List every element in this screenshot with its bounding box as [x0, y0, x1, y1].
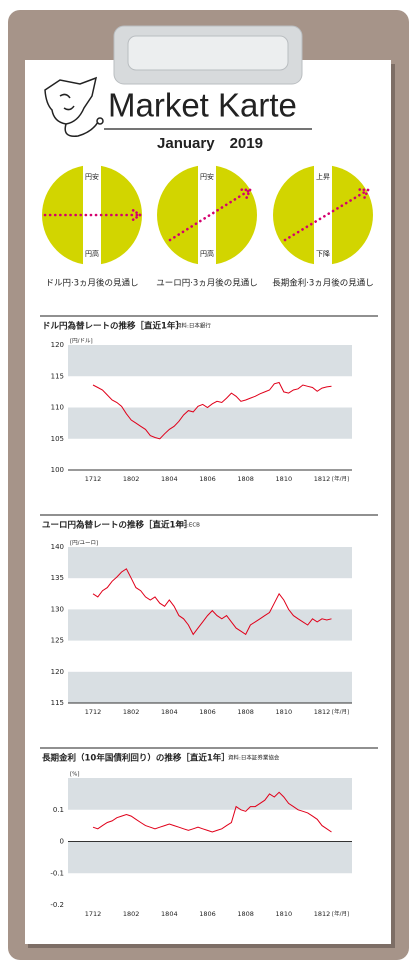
outlook-top: 上昇	[316, 172, 330, 181]
chart-source: 資料:日本銀行	[176, 322, 211, 330]
y-tick-label: 100	[51, 466, 64, 474]
grid-band	[68, 408, 352, 439]
grid-band	[68, 778, 352, 810]
y-tick-label: 125	[51, 637, 64, 645]
x-tick-label: 1712	[85, 708, 102, 716]
outlook-bottom: 下降	[316, 249, 330, 258]
outlook-top: 円安	[200, 172, 214, 181]
x-tick-label: 1810	[276, 708, 293, 716]
grid-band	[68, 345, 352, 376]
x-tick-label: 1802	[123, 475, 140, 483]
y-tick-label: 140	[51, 543, 64, 551]
y-tick-label: 105	[51, 435, 64, 443]
y-unit: [円/ドル]	[70, 338, 93, 345]
y-unit: [%]	[70, 772, 80, 778]
x-tick-label: 1810	[276, 910, 293, 918]
grid-band	[68, 547, 352, 578]
y-tick-label: 120	[51, 341, 64, 349]
outlook-caption: ユーロ円·3ヵ月後の見通し	[156, 278, 258, 289]
y-tick-label: 115	[51, 699, 64, 707]
x-tick-label: 1812	[314, 708, 331, 716]
x-tick-label: 1802	[123, 910, 140, 918]
grid-band	[68, 842, 352, 874]
x-tick-label: 1806	[199, 475, 216, 483]
x-tick-label: 1804	[161, 475, 178, 483]
x-tick-label: 1806	[199, 708, 216, 716]
outlook-top: 円安	[85, 172, 99, 181]
x-tick-label: 1808	[237, 910, 254, 918]
title: Market Karte	[108, 87, 297, 124]
chart-source: 資料:ECB	[176, 521, 200, 529]
x-tick-label: 1806	[199, 910, 216, 918]
y-tick-label: 115	[51, 372, 64, 380]
y-tick-label: 0.1	[53, 806, 64, 814]
date: January 2019	[157, 135, 263, 152]
chart-title: 長期金利（10年国債利回り）の推移［直近1年］	[42, 753, 230, 764]
y-tick-label: 0	[60, 838, 64, 846]
y-unit: [円/ユーロ]	[70, 540, 98, 547]
x-unit: [年/月]	[332, 475, 349, 483]
x-tick-label: 1808	[237, 708, 254, 716]
x-tick-label: 1812	[314, 475, 331, 483]
x-tick-label: 1804	[161, 708, 178, 716]
x-tick-label: 1808	[237, 475, 254, 483]
chart-source: 資料:日本証券業協会	[228, 754, 280, 762]
x-tick-label: 1712	[85, 475, 102, 483]
outlook-caption: 長期金利·3ヵ月後の見通し	[272, 278, 374, 289]
x-tick-label: 1812	[314, 910, 331, 918]
y-tick-label: -0.1	[50, 869, 64, 877]
outlook-bottom: 円高	[85, 249, 99, 258]
y-tick-label: 110	[51, 404, 64, 412]
y-tick-label: 135	[51, 574, 64, 582]
clip-inner	[128, 36, 288, 70]
x-tick-label: 1804	[161, 910, 178, 918]
outlook-bottom: 円高	[200, 249, 214, 258]
y-tick-label: 130	[51, 605, 64, 613]
chart-title: ドル円為替レートの推移［直近1年］	[42, 321, 184, 332]
x-unit: [年/月]	[332, 708, 349, 716]
outlook-caption: ドル円·3ヵ月後の見通し	[45, 278, 138, 289]
grid-band	[68, 609, 352, 640]
x-unit: [年/月]	[332, 910, 349, 918]
y-tick-label: 120	[51, 668, 64, 676]
x-tick-label: 1712	[85, 910, 102, 918]
y-tick-label: -0.2	[50, 901, 64, 909]
x-tick-label: 1810	[276, 475, 293, 483]
x-tick-label: 1802	[123, 708, 140, 716]
chart-title: ユーロ円為替レートの推移［直近1年］	[42, 520, 192, 531]
grid-band	[68, 672, 352, 703]
